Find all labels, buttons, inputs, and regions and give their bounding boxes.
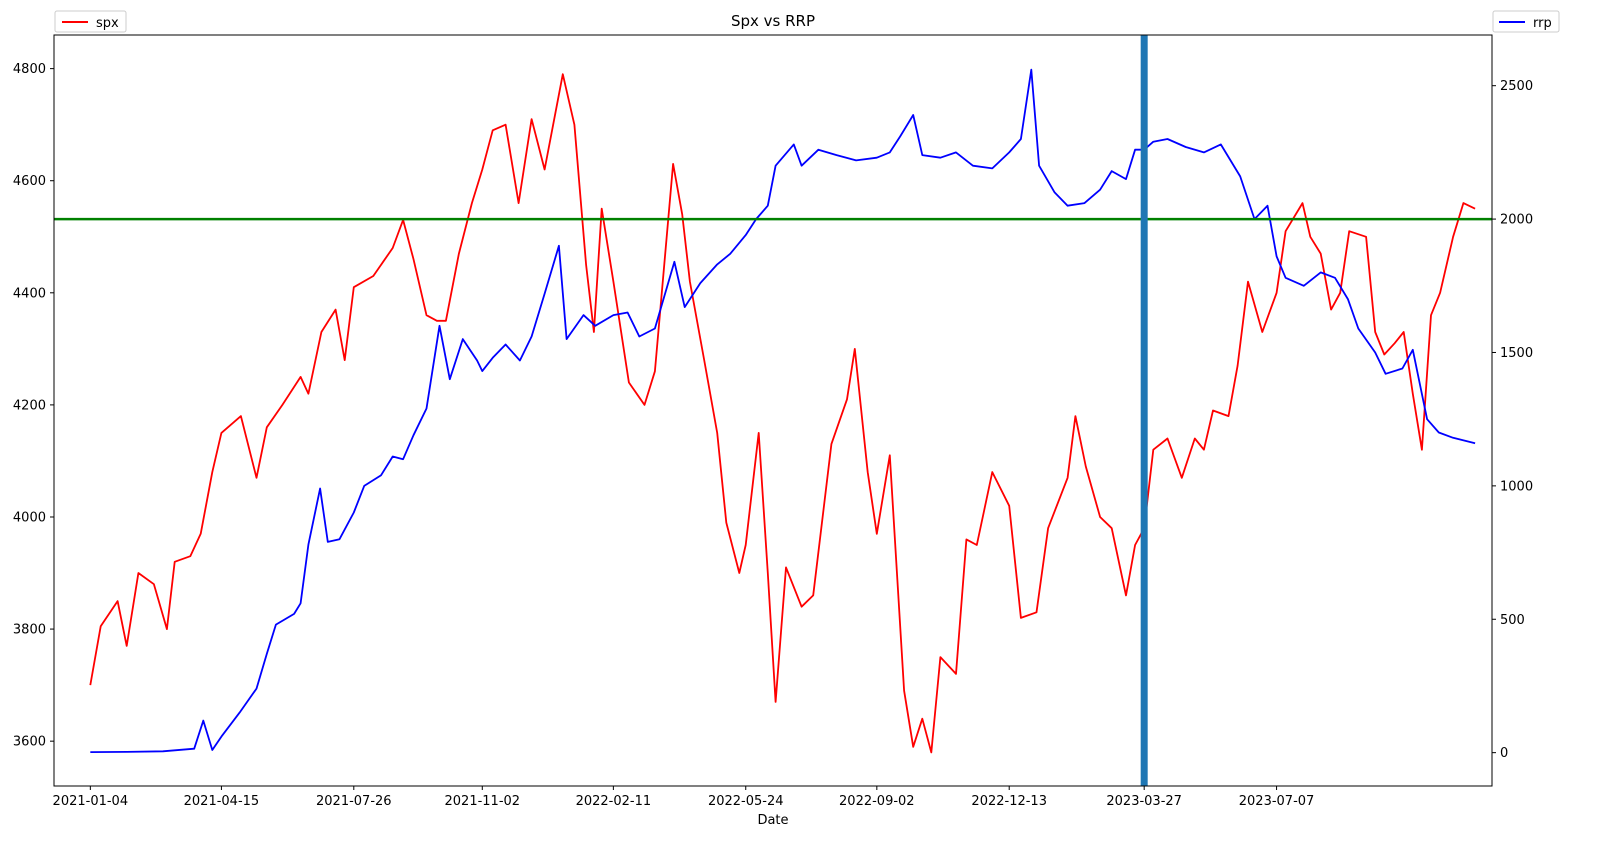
right-tick-label: 2000 (1500, 213, 1533, 228)
left-tick-label: 4800 (13, 62, 46, 77)
legend-spx: spx (54, 10, 127, 33)
right-tick-label: 1000 (1500, 479, 1533, 494)
left-tick-label: 4000 (13, 510, 46, 525)
x-axis-label: Date (757, 813, 788, 828)
right-tick-label: 0 (1500, 746, 1508, 761)
x-tick-label: 2021-11-02 (445, 794, 521, 809)
series-layer (89, 68, 1476, 754)
x-tick-label: 2021-01-04 (53, 794, 129, 809)
plot-frame (53, 34, 1493, 787)
x-tick-label: 2022-12-13 (971, 794, 1047, 809)
legend-spx-box (54, 10, 127, 33)
chart-title: Spx vs RRP (731, 12, 815, 30)
x-tick-label: 2023-07-07 (1239, 794, 1315, 809)
x-tick-label: 2022-09-02 (839, 794, 915, 809)
legend-rrp: rrp (1492, 10, 1560, 33)
annotation-layer (54, 35, 1492, 786)
legend-spx-label: spx (96, 16, 119, 31)
x-tick-label: 2022-05-24 (708, 794, 784, 809)
left-tick-label: 3600 (13, 735, 46, 750)
left-tick-label: 4200 (13, 398, 46, 413)
x-axis: 2021-01-04 2021-04-15 2021-07-26 2021-11-02… (53, 786, 1315, 809)
right-tick-label: 1500 (1500, 346, 1533, 361)
right-tick-label: 500 (1500, 613, 1525, 628)
x-tick-label: 2023-03-27 (1106, 794, 1182, 809)
left-tick-label: 3800 (13, 623, 46, 638)
left-y-axis: 3600 3800 4000 4200 4400 4600 4800 (13, 62, 54, 750)
left-tick-label: 4600 (13, 174, 46, 189)
series-line-rrp (90, 68, 1476, 753)
left-tick-label: 4400 (13, 286, 46, 301)
legend-rrp-box (1492, 10, 1560, 33)
right-y-axis: 0 500 1000 1500 2000 2500 (1492, 79, 1533, 761)
legend-rrp-label: rrp (1533, 16, 1552, 31)
x-tick-label: 2021-04-15 (184, 794, 260, 809)
right-tick-label: 2500 (1500, 79, 1533, 94)
x-tick-label: 2021-07-26 (316, 794, 392, 809)
series-line-spx (89, 73, 1476, 754)
x-tick-label: 2022-02-11 (576, 794, 652, 809)
